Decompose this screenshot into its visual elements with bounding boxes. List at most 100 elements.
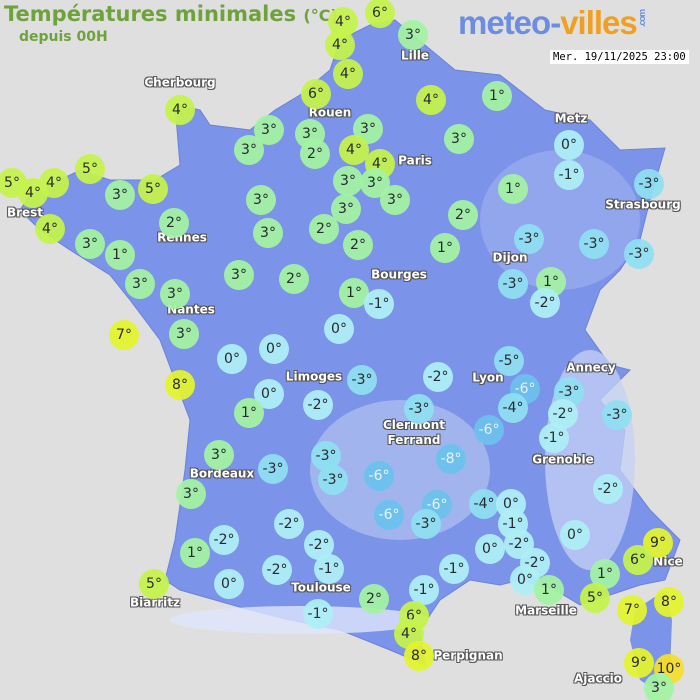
temperature-marker[interactable]: 3° <box>224 260 254 290</box>
temperature-marker[interactable]: 1° <box>180 538 210 568</box>
temperature-marker[interactable]: -1° <box>554 160 584 190</box>
temperature-marker[interactable]: -3° <box>579 229 609 259</box>
temperature-marker[interactable]: 4° <box>165 95 195 125</box>
temperature-marker[interactable]: -2° <box>593 474 623 504</box>
temperature-marker[interactable]: 0° <box>254 379 284 409</box>
temperature-marker[interactable]: 0° <box>217 344 247 374</box>
temperature-marker[interactable]: 1° <box>430 233 460 263</box>
temperature-marker[interactable]: -3° <box>634 169 664 199</box>
temperature-marker[interactable]: -6° <box>474 415 504 445</box>
temperature-marker[interactable]: 3° <box>333 166 363 196</box>
temperature-marker[interactable]: 0° <box>554 130 584 160</box>
temperature-marker[interactable]: 1° <box>498 174 528 204</box>
temperature-marker[interactable]: 3° <box>234 135 264 165</box>
temperature-marker[interactable]: -3° <box>411 509 441 539</box>
temperature-marker[interactable]: -2° <box>303 390 333 420</box>
temperature-marker[interactable]: 3° <box>644 673 674 700</box>
temperature-marker[interactable]: 6° <box>301 79 331 109</box>
meteo-villes-logo[interactable]: meteo-villes.com <box>458 4 647 42</box>
temperature-marker[interactable]: 3° <box>125 269 155 299</box>
temperature-marker[interactable]: 3° <box>176 479 206 509</box>
temperature-marker[interactable]: 4° <box>325 30 355 60</box>
temperature-marker[interactable]: -1° <box>439 554 469 584</box>
temperature-marker[interactable]: -6° <box>364 461 394 491</box>
temperature-marker[interactable]: 3° <box>169 319 199 349</box>
temperature-marker[interactable]: 3° <box>360 168 390 198</box>
temperature-marker[interactable]: -2° <box>423 362 453 392</box>
temperature-marker[interactable]: 2° <box>300 139 330 169</box>
temperature-marker[interactable]: 0° <box>324 314 354 344</box>
temperature-marker[interactable]: -1° <box>539 423 569 453</box>
temperature-value: -3° <box>322 471 344 488</box>
temperature-marker[interactable]: 3° <box>253 218 283 248</box>
temperature-marker[interactable]: 5° <box>75 154 105 184</box>
temperature-marker[interactable]: 5° <box>580 583 610 613</box>
temperature-marker[interactable]: -6° <box>374 500 404 530</box>
temperature-marker[interactable]: 1° <box>482 81 512 111</box>
temperature-marker[interactable]: -3° <box>514 224 544 254</box>
temperature-marker[interactable]: 9° <box>624 648 654 678</box>
temperature-marker[interactable]: -3° <box>498 269 528 299</box>
temperature-marker[interactable]: -8° <box>436 444 466 474</box>
temperature-marker[interactable]: -2° <box>530 288 560 318</box>
temperature-marker[interactable]: 2° <box>309 214 339 244</box>
temperature-marker[interactable]: 2° <box>359 584 389 614</box>
temperature-marker[interactable]: 1° <box>105 240 135 270</box>
temperature-marker[interactable]: 3° <box>105 180 135 210</box>
temperature-marker[interactable]: 2° <box>159 208 189 238</box>
temperature-marker[interactable]: 6° <box>365 0 395 28</box>
temperature-marker[interactable]: 4° <box>339 135 369 165</box>
temperature-value: 1° <box>112 246 128 263</box>
temperature-marker[interactable]: 3° <box>398 20 428 50</box>
temperature-marker[interactable]: 0° <box>214 569 244 599</box>
temperature-marker[interactable]: 5° <box>139 569 169 599</box>
temperature-marker[interactable]: 3° <box>75 229 105 259</box>
temperature-marker[interactable]: -1° <box>303 599 333 629</box>
temperature-marker[interactable]: -3° <box>404 394 434 424</box>
temperature-marker[interactable]: 8° <box>404 641 434 671</box>
temperature-marker[interactable]: 3° <box>204 440 234 470</box>
temperature-marker[interactable]: -3° <box>602 400 632 430</box>
temperature-marker[interactable]: -2° <box>274 509 304 539</box>
temperature-marker[interactable]: 3° <box>380 185 410 215</box>
temperature-marker[interactable]: 5° <box>138 174 168 204</box>
temperature-marker[interactable]: -2° <box>209 525 239 555</box>
temperature-marker[interactable]: 2° <box>343 230 373 260</box>
temperature-marker[interactable]: -5° <box>494 346 524 376</box>
temperature-marker[interactable]: 0° <box>259 334 289 364</box>
temperature-marker[interactable]: 8° <box>165 370 195 400</box>
temperature-marker[interactable]: 4° <box>35 214 65 244</box>
temperature-marker[interactable]: 0° <box>475 534 505 564</box>
temperature-marker[interactable]: 9° <box>643 528 673 558</box>
temperature-marker[interactable]: -2° <box>262 555 292 585</box>
temperature-marker[interactable]: 0° <box>560 520 590 550</box>
temperature-marker[interactable]: 1° <box>234 398 264 428</box>
temperature-marker[interactable]: -2° <box>304 530 334 560</box>
temperature-marker[interactable]: 2° <box>448 200 478 230</box>
city-label: Bourges <box>371 267 427 282</box>
temperature-marker[interactable]: 7° <box>109 320 139 350</box>
temperature-marker[interactable]: 6° <box>623 545 653 575</box>
temperature-marker[interactable]: -4° <box>498 393 528 423</box>
temperature-marker[interactable]: 3° <box>246 185 276 215</box>
temperature-marker[interactable]: 3° <box>444 124 474 154</box>
temperature-marker[interactable]: -3° <box>624 239 654 269</box>
temperature-value: -6° <box>514 380 536 397</box>
temperature-marker[interactable]: -4° <box>469 489 499 519</box>
city-label: Metz <box>554 111 588 126</box>
temperature-marker[interactable]: 8° <box>654 587 684 617</box>
temperature-marker[interactable]: -3° <box>318 465 348 495</box>
temperature-marker[interactable]: -3° <box>347 365 377 395</box>
temperature-marker[interactable]: -1° <box>409 575 439 605</box>
temperature-marker[interactable]: -1° <box>364 289 394 319</box>
temperature-marker[interactable]: 1° <box>339 278 369 308</box>
temperature-marker[interactable]: -1° <box>314 554 344 584</box>
temperature-marker[interactable]: 3° <box>160 279 190 309</box>
temperature-marker[interactable]: 2° <box>279 264 309 294</box>
temperature-marker[interactable]: 4° <box>18 178 48 208</box>
temperature-marker[interactable]: -3° <box>258 454 288 484</box>
temperature-marker[interactable]: 1° <box>534 575 564 605</box>
temperature-marker[interactable]: 4° <box>333 59 363 89</box>
temperature-marker[interactable]: 4° <box>416 85 446 115</box>
temperature-marker[interactable]: 7° <box>617 595 647 625</box>
